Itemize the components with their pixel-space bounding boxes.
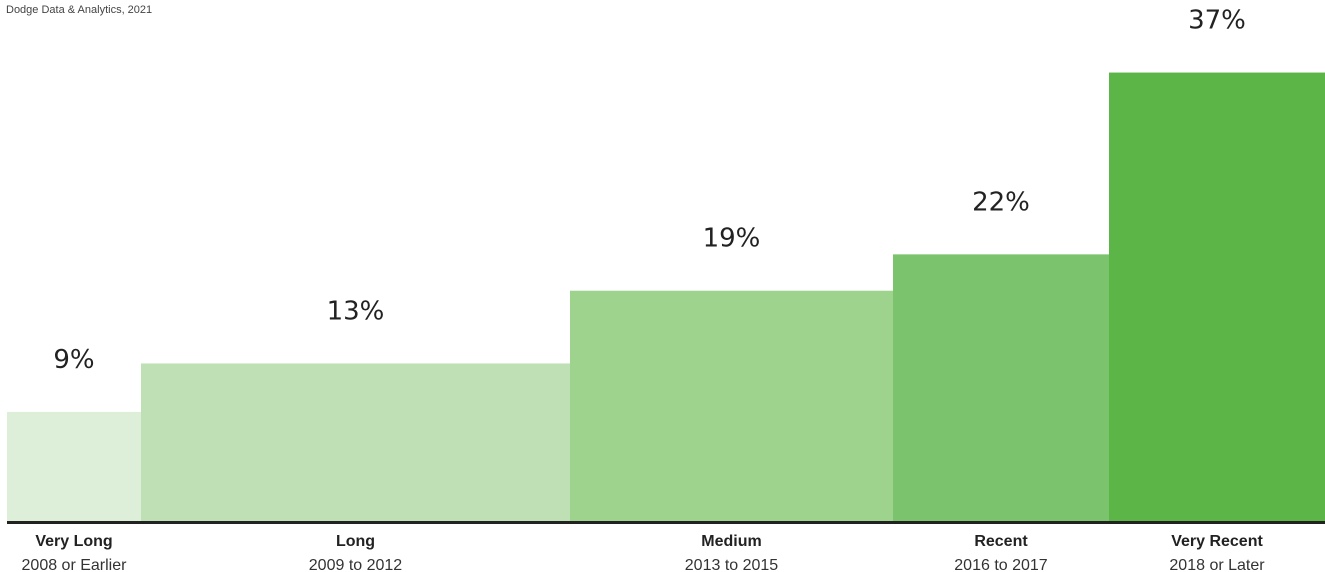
- value-label-long: 13%: [327, 296, 385, 326]
- bar-very-recent: [1109, 72, 1325, 521]
- category-range-medium: 2013 to 2015: [685, 557, 779, 572]
- category-name-very-long: Very Long: [35, 533, 112, 550]
- bar-very-long: [7, 411, 141, 521]
- value-label-very-recent: 37%: [1188, 6, 1246, 36]
- source-note: Dodge Data & Analytics, 2021: [6, 4, 153, 16]
- value-label-medium: 19%: [703, 224, 761, 254]
- value-label-recent: 22%: [972, 187, 1030, 217]
- category-range-very-long: 2008 or Earlier: [22, 557, 128, 572]
- category-name-recent: Recent: [974, 533, 1028, 550]
- category-name-very-recent: Very Recent: [1171, 533, 1263, 550]
- bar-recent: [893, 254, 1109, 522]
- category-range-long: 2009 to 2012: [309, 557, 403, 572]
- category-range-very-recent: 2018 or Later: [1169, 557, 1265, 572]
- bar-medium: [570, 290, 893, 521]
- value-labels-group: 9% 13% 19% 22% 37%: [53, 6, 1246, 375]
- category-labels-group: Very Long 2008 or Earlier Long 2009 to 2012…: [22, 533, 1266, 572]
- bars-group: [7, 72, 1325, 522]
- value-label-very-long: 9%: [53, 345, 94, 375]
- bar-long: [141, 363, 570, 521]
- category-name-long: Long: [336, 533, 375, 550]
- category-name-medium: Medium: [701, 533, 761, 550]
- category-range-recent: 2016 to 2017: [954, 557, 1048, 572]
